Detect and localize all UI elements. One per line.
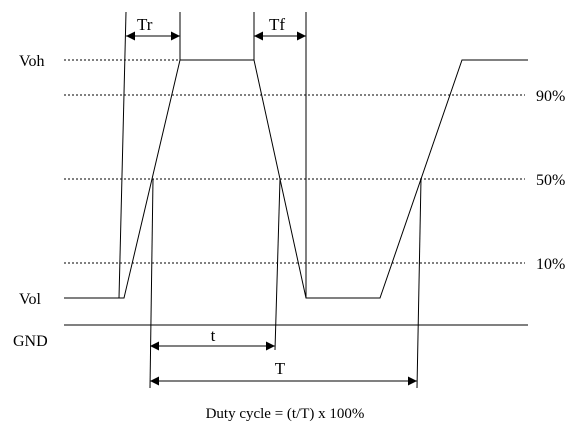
t-end-guide <box>274 178 281 351</box>
gnd-label: GND <box>13 333 48 350</box>
level-10-label: 10% <box>536 256 565 273</box>
tr-start-guide <box>118 11 127 299</box>
t-start-guide <box>149 178 154 389</box>
level-50-label: 50% <box>536 172 565 189</box>
voh-label: Voh <box>19 53 45 70</box>
rise-time-label: Tr <box>137 15 153 34</box>
vol-label: Vol <box>19 291 41 308</box>
level-90-label: 90% <box>536 88 565 105</box>
period-label: T <box>275 359 286 378</box>
duty-cycle-formula: Duty cycle = (t/T) x 100% <box>206 406 365 422</box>
fall-time-label: Tf <box>269 15 285 34</box>
pulse-width-label: t <box>211 326 216 345</box>
period-end-guide <box>416 178 422 389</box>
